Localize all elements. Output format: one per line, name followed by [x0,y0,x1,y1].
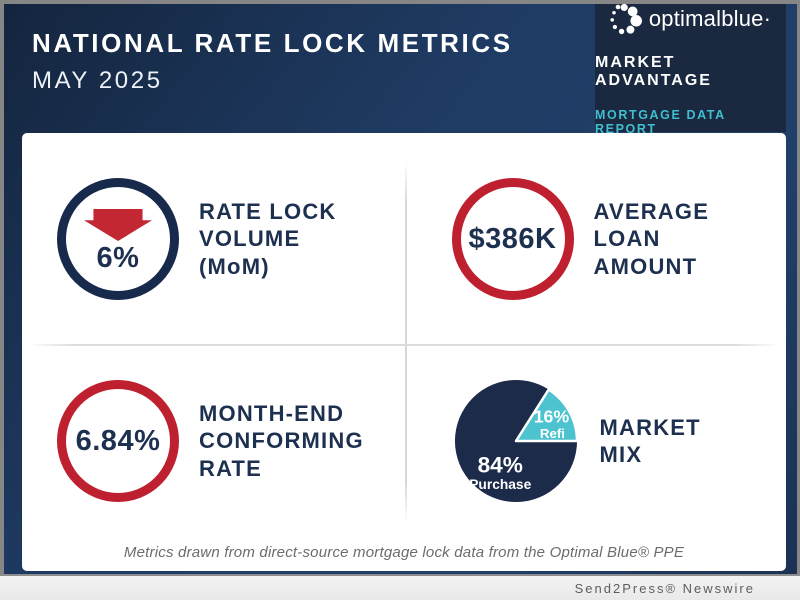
metric-label: AVERAGE LOAN AMOUNT [594,198,710,280]
label-line: MONTH-END [199,401,345,427]
metric-value: 6.84% [75,424,161,457]
header-text: NATIONAL RATE LOCK METRICS MAY 2025 [32,28,513,95]
metric-label: MARKET MIX [600,414,701,469]
newswire-bar: Send2Press® Newswire [0,574,800,600]
metric-value: 6% [96,241,140,274]
refi-label: Refi [539,426,564,441]
label-line: MARKET [599,414,701,440]
label-line: LOAN [593,226,661,252]
purchase-label: Purchase [469,477,531,492]
label-line: MIX [599,442,643,467]
vertical-divider [404,161,407,525]
label-line: RATE LOCK [199,199,337,225]
rate-lock-volume-badge: 6% [57,178,179,300]
metric-month-end-conforming-rate: 6.84% MONTH-END CONFORMING RATE [22,345,406,537]
brand-panel: optimalblue· MARKET ADVANTAGE MORTGAGE D… [595,3,786,136]
metrics-card: 6% RATE LOCK VOLUME (MoM) $386K AVERAGE … [22,133,786,571]
brand-wordmark: optimalblue· [648,5,772,31]
label-line: AVERAGE [593,199,710,225]
label-line: AMOUNT [593,253,698,279]
metric-value: $386K [468,222,557,255]
metric-average-loan-amount: $386K AVERAGE LOAN AMOUNT [406,133,786,345]
down-arrow-icon [84,208,152,242]
label-line: VOLUME [199,226,301,252]
conforming-rate-badge: 6.84% [57,380,179,502]
report-month: MAY 2025 [32,67,163,94]
average-loan-amount-badge: $386K [451,178,574,300]
label-line: RATE [199,455,263,481]
metric-label: RATE LOCK VOLUME (MoM) [199,198,337,280]
metric-rate-lock-volume: 6% RATE LOCK VOLUME (MoM) [22,133,406,345]
source-note: Metrics drawn from direct-source mortgag… [123,544,685,561]
brand-tagline: MARKET ADVANTAGE [595,53,712,89]
infographic-poster: NATIONAL RATE LOCK METRICS MAY 2025 [4,3,797,574]
report-type-label: MORTGAGE DATA REPORT [595,107,726,136]
label-line: CONFORMING [199,428,364,454]
header: NATIONAL RATE LOCK METRICS MAY 2025 [4,3,797,136]
optimal-blue-logo-icon [610,3,642,35]
newswire-credit: Send2Press® Newswire [574,580,755,596]
brand-logo: optimalblue· [610,3,771,35]
metric-label: MONTH-END CONFORMING RATE [199,400,364,482]
page-title: NATIONAL RATE LOCK METRICS [32,28,513,58]
purchase-percent-label: 84% [477,453,522,478]
horizontal-divider [28,344,780,346]
refi-percent-label: 16% [533,406,569,426]
market-mix-pie-chart: 16% Refi 84% Purchase [452,377,580,505]
metric-market-mix: 16% Refi 84% Purchase MARKET MIX [406,345,786,537]
label-line: (MoM) [199,253,270,279]
